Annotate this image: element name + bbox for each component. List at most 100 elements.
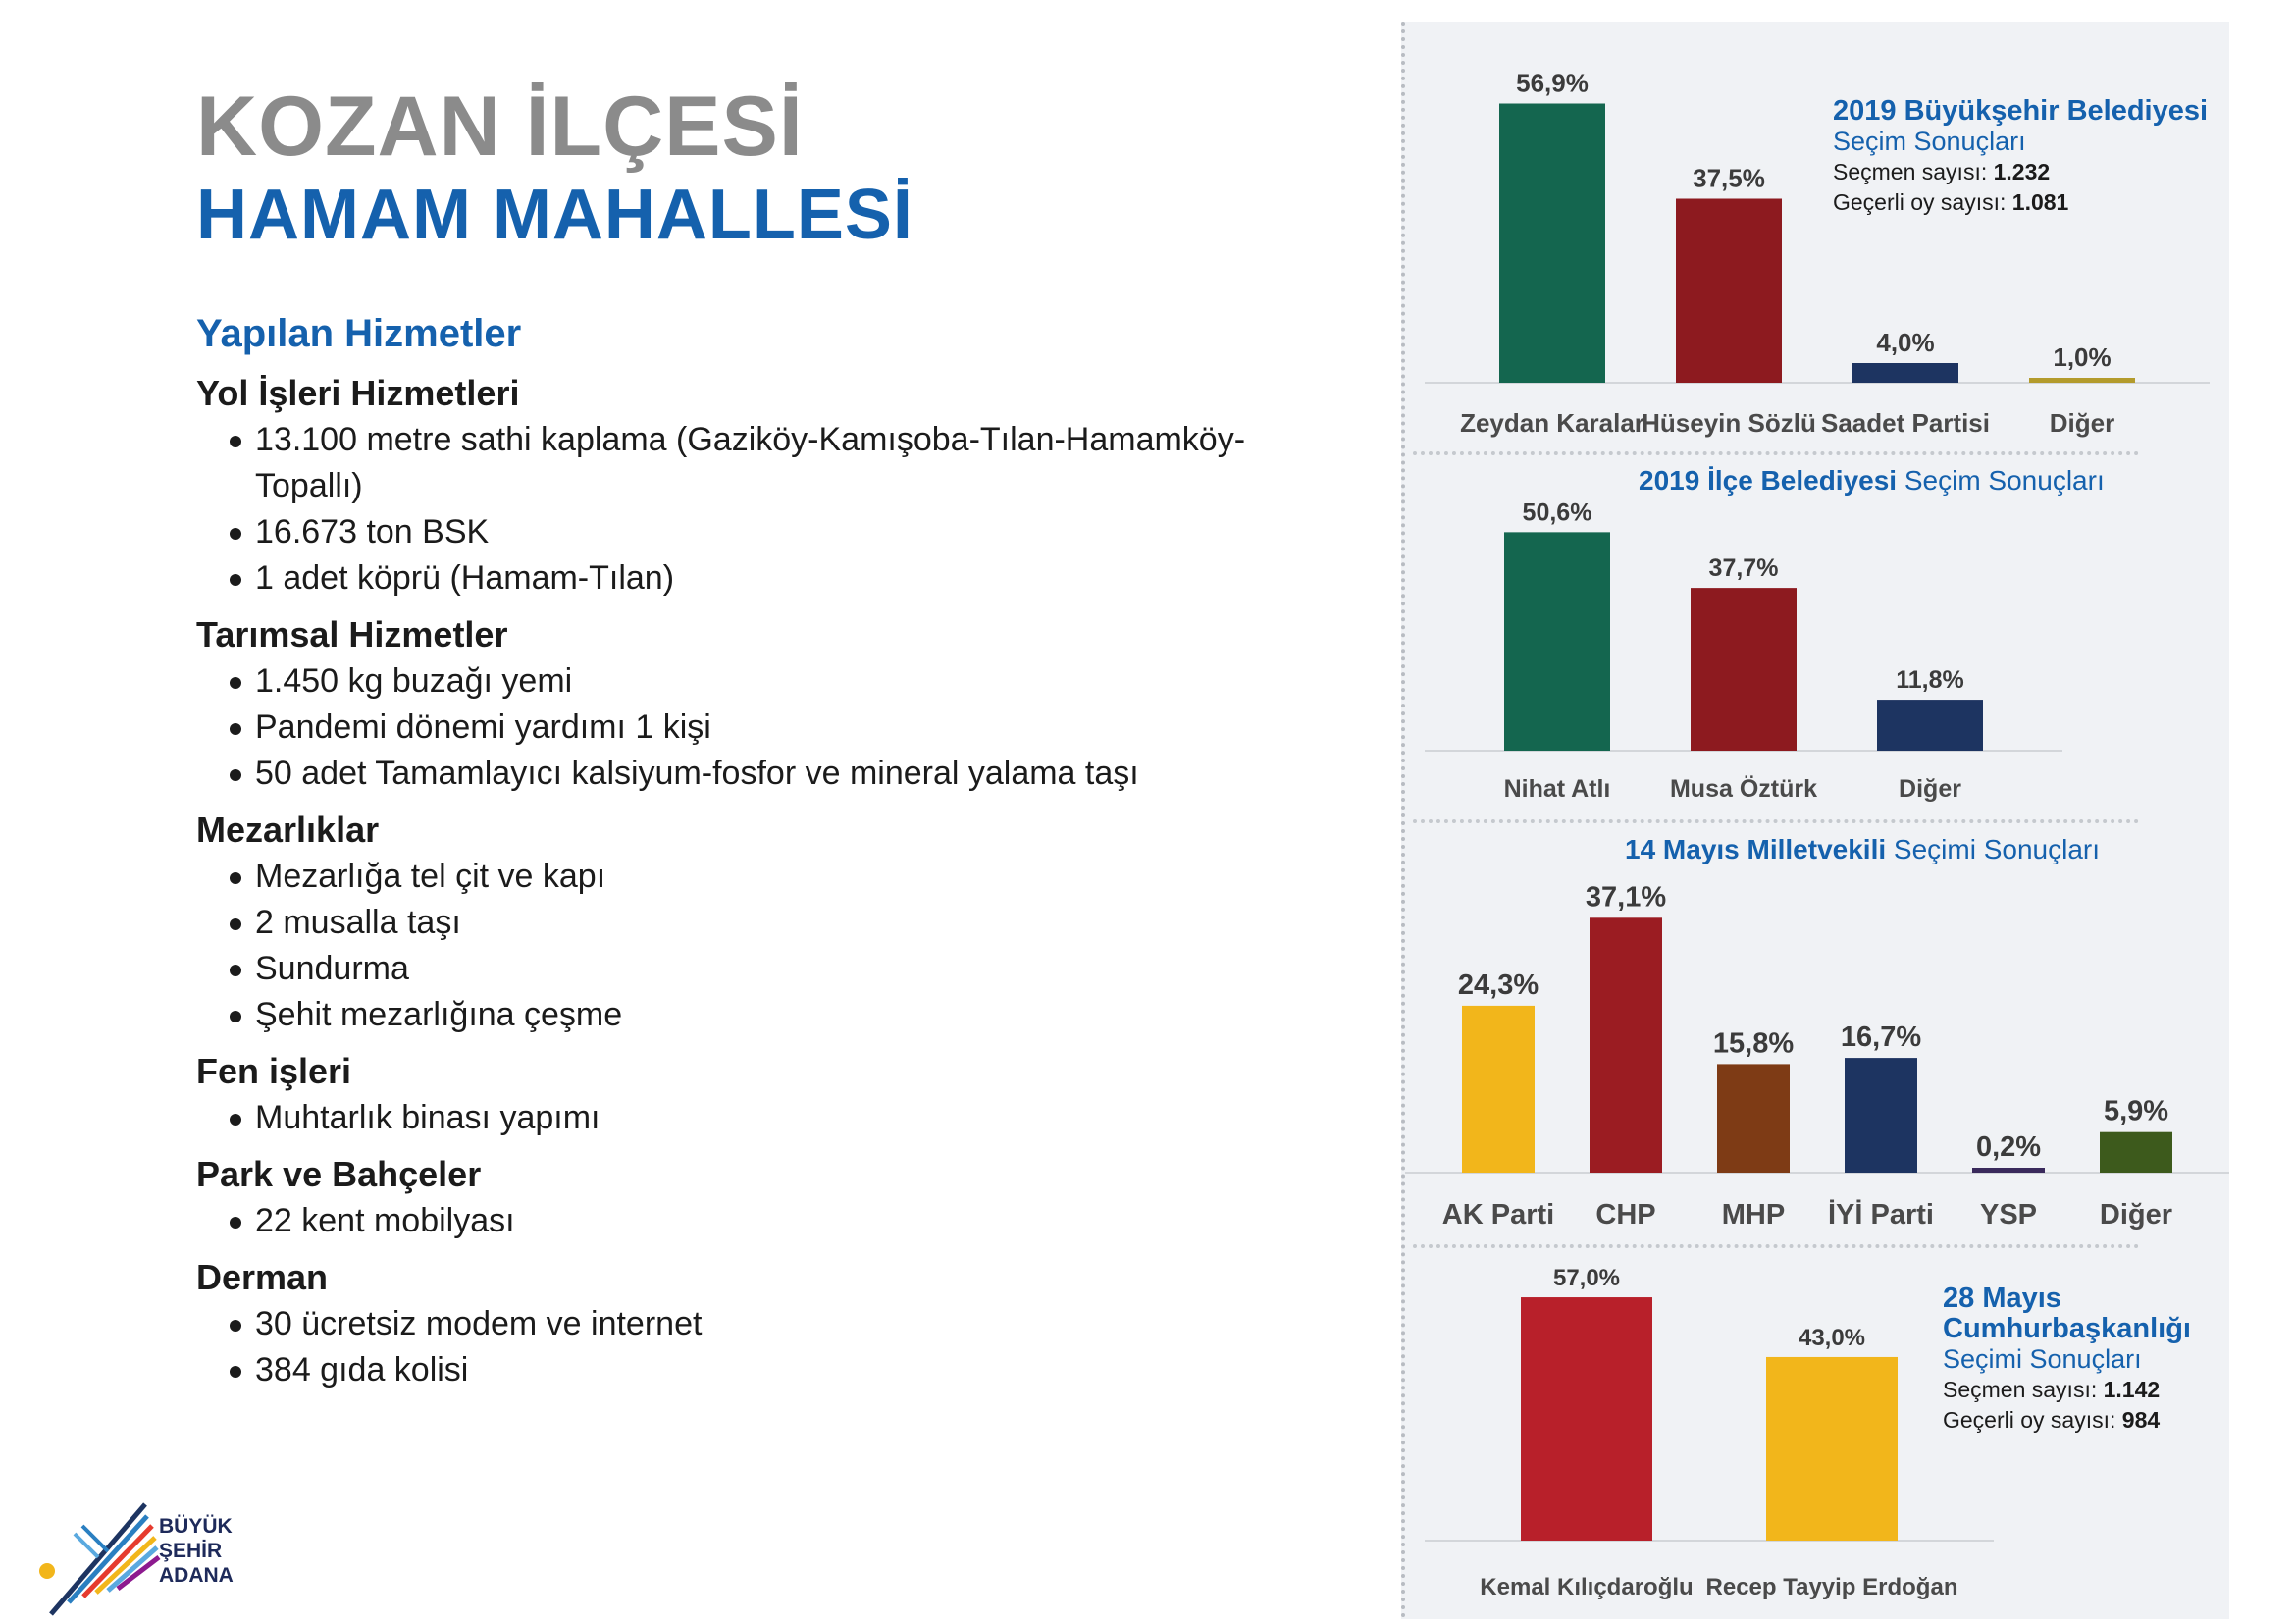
service-item: 22 kent mobilyası bbox=[230, 1198, 1325, 1244]
service-item: 50 adet Tamamlayıcı kalsiyum-fosfor ve m… bbox=[230, 751, 1325, 797]
chart-bar bbox=[1766, 1356, 1898, 1541]
district-chart-header: 2019 İlçe Belediyesi Seçim Sonuçları bbox=[1639, 465, 2105, 496]
district-title: KOZAN İLÇESİ bbox=[196, 79, 804, 174]
logo-emblem-icon bbox=[39, 1563, 55, 1579]
service-category: Tarımsal Hizmetler 1.450 kg buzağı yemi Pa… bbox=[196, 611, 1325, 797]
service-item: Muhtarlık binası yapımı bbox=[230, 1095, 1325, 1141]
chart-value-label: 37,1% bbox=[1586, 881, 1666, 913]
chart-value-label: 1,0% bbox=[2053, 342, 2111, 372]
service-list: Muhtarlık binası yapımı bbox=[196, 1095, 1325, 1141]
chart-value-label: 5,9% bbox=[2104, 1096, 2168, 1127]
separator bbox=[1413, 819, 2139, 823]
presidential-chart: 57,0% Kemal Kılıçdaroğlu 43,0% Recep Tayyip… bbox=[1405, 1261, 2229, 1599]
services-title: Yapılan Hizmetler bbox=[196, 312, 522, 355]
service-category: Yol İşleri Hizmetleri 13.100 metre sathi … bbox=[196, 370, 1325, 602]
presidential-info: 28 Mayıs Cumhurbaşkanlığı Seçimi Sonuçla… bbox=[1943, 1283, 2191, 1436]
metro-info-subtitle: Seçim Sonuçları bbox=[1833, 127, 2026, 156]
chart-bar bbox=[1499, 103, 1605, 383]
chart-bar bbox=[1691, 588, 1797, 751]
metro-info-title: 2019 Büyükşehir Belediyesi bbox=[1833, 95, 2209, 127]
service-category-title: Tarımsal Hizmetler bbox=[196, 614, 508, 655]
chart-category-label: AK Parti bbox=[1442, 1199, 1554, 1231]
service-list: 13.100 metre sathi kaplama (Gaziköy-Kamı… bbox=[196, 417, 1325, 602]
chart-bar bbox=[1852, 363, 1958, 383]
neighborhood-title: HAMAM MAHALLESİ bbox=[196, 176, 913, 254]
chart-value-label: 11,8% bbox=[1896, 666, 1964, 694]
separator bbox=[1413, 1244, 2139, 1248]
buyuksehir-adana-logo bbox=[39, 1502, 161, 1616]
chart-value-label: 37,5% bbox=[1693, 164, 1765, 193]
mp-chart-header: 14 Mayıs Milletvekili Seçimi Sonuçları bbox=[1625, 834, 2101, 864]
chart-category-label: İYİ Parti bbox=[1828, 1199, 1934, 1231]
service-list: 30 ücretsiz modem ve internet 384 gıda ko… bbox=[196, 1301, 1325, 1393]
service-item: 384 gıda kolisi bbox=[230, 1347, 1325, 1393]
chart-value-label: 56,9% bbox=[1516, 69, 1589, 98]
metro-info: 2019 Büyükşehir Belediyesi Seçim Sonuçla… bbox=[1833, 96, 2208, 218]
mp-election-chart: 24,3% AK Parti 37,1% CHP 15,8% MHP 16,7% İYİ Pa… bbox=[1405, 873, 2229, 1246]
chart-category-label: Musa Öztürk bbox=[1670, 774, 1817, 803]
chart-category-label: YSP bbox=[1980, 1199, 2037, 1231]
service-item: Mezarlığa tel çit ve kapı bbox=[230, 854, 1325, 900]
metro-voters: Seçmen sayısı: 1.232 bbox=[1833, 159, 2051, 184]
pres-info-title-2: Cumhurbaşkanlığı bbox=[1943, 1313, 2191, 1344]
chart-category-label: Zeydan Karalar bbox=[1460, 408, 1644, 438]
service-category: Fen işleri Muhtarlık binası yapımı bbox=[196, 1048, 1325, 1141]
service-item: 1 adet köprü (Hamam-Tılan) bbox=[230, 555, 1325, 602]
metro-mayor-chart: 56,9% Zeydan Karalar 37,5% Hüseyin Sözlü 4,0… bbox=[1405, 44, 2229, 446]
logo-line-3: ADANA bbox=[159, 1564, 234, 1587]
pres-info-subtitle: Seçimi Sonuçları bbox=[1943, 1344, 2142, 1374]
chart-bar bbox=[1877, 700, 1983, 751]
chart-category-label: CHP bbox=[1595, 1199, 1655, 1231]
chart-bar bbox=[2029, 378, 2135, 383]
chart-bar bbox=[1972, 1168, 2045, 1173]
service-category: Derman 30 ücretsiz modem ve internet 384 g… bbox=[196, 1254, 1325, 1393]
chart-bar bbox=[1717, 1064, 1790, 1173]
service-category-title: Fen işleri bbox=[196, 1051, 352, 1091]
service-category-title: Derman bbox=[196, 1257, 329, 1297]
service-category-title: Mezarlıklar bbox=[196, 810, 380, 850]
chart-bar bbox=[1521, 1297, 1652, 1541]
pres-info-title-1: 28 Mayıs bbox=[1943, 1283, 2061, 1314]
service-category: Mezarlıklar Mezarlığa tel çit ve kapı 2 mu… bbox=[196, 807, 1325, 1038]
service-item: Şehit mezarlığına çeşme bbox=[230, 992, 1325, 1038]
logo-text: BÜYÜK ŞEHİR ADANA bbox=[159, 1514, 234, 1588]
pres-voters: Seçmen sayısı: 1.142 bbox=[1943, 1377, 2161, 1402]
chart-value-label: 24,3% bbox=[1458, 969, 1539, 1001]
chart-value-label: 57,0% bbox=[1553, 1265, 1620, 1291]
service-category-title: Yol İşleri Hizmetleri bbox=[196, 373, 520, 413]
chart-value-label: 4,0% bbox=[1876, 328, 1934, 357]
service-list: 22 kent mobilyası bbox=[196, 1198, 1325, 1244]
chart-category-label: Diğer bbox=[2100, 1199, 2172, 1231]
chart-category-label: Saadet Partisi bbox=[1821, 408, 1990, 438]
chart-category-label: Nihat Atlı bbox=[1504, 775, 1611, 803]
chart-bar bbox=[1504, 532, 1610, 751]
service-item: 16.673 ton BSK bbox=[230, 509, 1325, 555]
chart-category-label: Diğer bbox=[1899, 775, 1961, 803]
chart-value-label: 0,2% bbox=[1976, 1131, 2041, 1163]
chart-value-label: 50,6% bbox=[1523, 498, 1592, 526]
service-item: 1.450 kg buzağı yemi bbox=[230, 658, 1325, 705]
chart-value-label: 37,7% bbox=[1709, 554, 1779, 582]
chart-category-label: Hüseyin Sözlü bbox=[1642, 408, 1816, 438]
service-item: 13.100 metre sathi kaplama (Gaziköy-Kamı… bbox=[230, 417, 1325, 509]
services-categories: Yol İşleri Hizmetleri 13.100 metre sathi … bbox=[196, 370, 1325, 1393]
chart-bar bbox=[1845, 1058, 1917, 1173]
service-list: Mezarlığa tel çit ve kapı 2 musalla taşı S… bbox=[196, 854, 1325, 1038]
chart-bar bbox=[1676, 198, 1782, 383]
service-item: Pandemi dönemi yardımı 1 kişi bbox=[230, 705, 1325, 751]
chart-bar bbox=[2100, 1131, 2172, 1173]
service-item: 2 musalla taşı bbox=[230, 900, 1325, 946]
service-category-title: Park ve Bahçeler bbox=[196, 1154, 482, 1194]
chart-category-label: Recep Tayyip Erdoğan bbox=[1706, 1574, 1958, 1599]
separator bbox=[1413, 451, 2139, 455]
chart-category-label: Kemal Kılıçdaroğlu bbox=[1480, 1574, 1693, 1599]
chart-category-label: Diğer bbox=[2050, 408, 2114, 438]
logo-line-2: ŞEHİR bbox=[159, 1540, 223, 1562]
district-mayor-chart: 50,6% Nihat Atlı 37,7% Musa Öztürk 11,8% Diğe… bbox=[1405, 491, 2229, 814]
chart-value-label: 15,8% bbox=[1713, 1027, 1794, 1059]
pres-valid-votes: Geçerli oy sayısı: 984 bbox=[1943, 1407, 2161, 1433]
service-category: Park ve Bahçeler 22 kent mobilyası bbox=[196, 1151, 1325, 1244]
services-section: Yapılan Hizmetler Yol İşleri Hizmetleri 1… bbox=[196, 312, 1325, 1403]
chart-value-label: 16,7% bbox=[1841, 1022, 1921, 1053]
service-item: Sundurma bbox=[230, 946, 1325, 992]
